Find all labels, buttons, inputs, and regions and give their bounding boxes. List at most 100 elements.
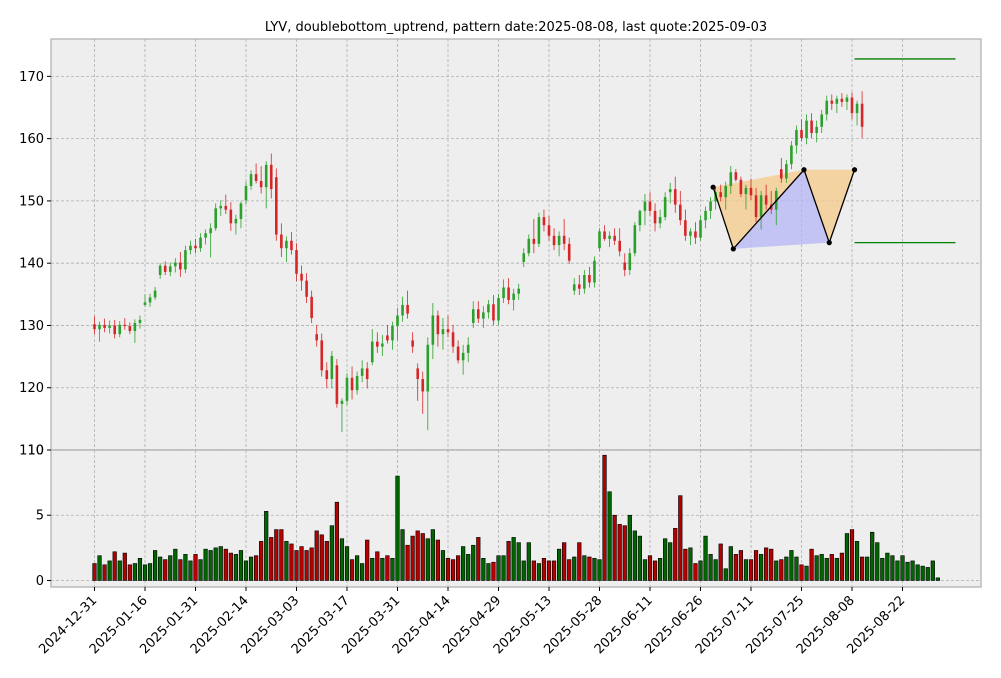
volume-bar [153,550,158,581]
candle-body [461,352,465,361]
candle-body [532,238,536,244]
volume-bar [380,557,385,581]
volume-bar [784,556,789,581]
volume-bar [526,542,531,581]
price-tick-label: 160 [19,132,44,147]
pattern-triangle-middle [733,169,830,249]
candle-body [668,189,672,193]
candle-body [754,195,758,218]
volume-bar [890,555,895,581]
volume-bar [132,563,138,581]
candle-body [325,370,329,380]
candle-body [108,325,111,328]
candle-body [179,262,182,270]
volume-bar [127,564,132,581]
candle-body [386,335,389,341]
volume-bar [208,550,213,581]
pattern-point [801,167,807,173]
volume-bar [758,554,764,581]
candle-body [547,225,551,236]
volume-bar [445,557,451,581]
volume-bar [713,559,718,581]
candle-body [305,280,308,297]
candle-body [694,231,697,238]
volume-bar [304,550,309,581]
volume-bar [516,542,521,581]
volume-bar [314,530,319,581]
volume-bar [158,556,163,581]
candle-body [557,235,561,246]
volume-bar [582,555,587,581]
volume-bar [112,551,117,581]
volume-bar [688,547,693,581]
candle-body [370,341,374,363]
candle-body [466,344,470,353]
volume-bar [370,557,375,581]
candle-body [340,400,344,404]
volume-bar [733,554,738,581]
candle-body [471,309,475,323]
volume-tick-label: 5 [36,509,44,524]
volume-bar [450,559,456,581]
candle-body [850,97,854,114]
volume-bar [390,557,395,581]
volume-bar [496,555,501,581]
volume-bar [405,544,410,581]
price-axis: 110 120 130 140 150 160 170 [19,70,51,459]
volume-bar [920,565,925,581]
candle-body [522,253,526,262]
candle-body [719,192,722,198]
candle-body [330,355,334,380]
volume-bar [900,555,905,581]
volume-bar [122,552,127,581]
candle-body [204,233,207,238]
volume-bar [420,533,425,581]
candle-body [588,275,591,283]
candle-body [360,368,364,376]
price-tick-label: 140 [19,257,44,272]
volume-bar [375,551,380,581]
volume-bar [546,560,552,581]
volume-bar [905,561,910,581]
volume-bar [284,541,289,581]
candle-body [567,243,571,261]
volume-tick-label: 10 [27,444,44,459]
candle-body [133,322,137,332]
volume-bar [718,543,723,581]
volume-bar [203,548,208,581]
volume-bar [849,529,855,581]
volume-bar [567,559,572,581]
price-tick-label: 120 [19,381,44,396]
candle-body [583,275,586,289]
candle-body [830,100,834,104]
volume-bar [430,529,435,581]
volume-bar [334,501,340,581]
volume-bar [915,564,920,581]
volume-bar [728,546,733,581]
volume-bar [738,550,743,581]
volume-bar [466,554,471,581]
candle-body [441,329,445,335]
volume-bar [471,544,476,581]
volume-bar [415,530,420,581]
candle-body [153,290,157,298]
candle-body [300,273,303,281]
candle-body [199,237,202,249]
candle-body [618,240,621,252]
volume-bar [486,563,491,581]
candle-body [320,340,324,371]
volume-bar [844,533,850,581]
volume-bar [562,542,567,581]
candle-body [497,298,500,321]
volume-bar [92,563,97,581]
candle-body [487,304,490,313]
candle-body [845,97,849,102]
volume-bar [698,560,703,581]
volume-bar [779,559,784,581]
volume-bar [506,541,511,581]
candle-body [345,377,349,401]
candle-body [365,368,369,380]
volume-bar [147,563,153,581]
volume-bar [178,559,183,581]
volume-bar [521,560,526,581]
